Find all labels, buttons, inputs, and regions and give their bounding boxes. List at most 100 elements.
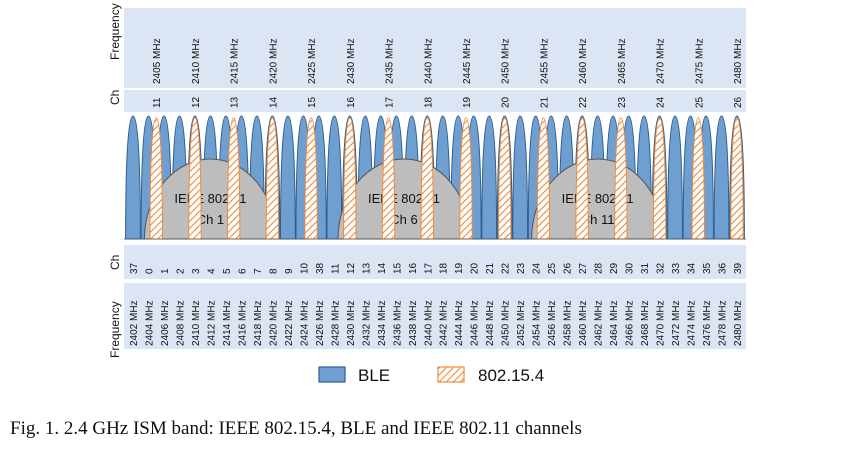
ble-frequency-label: 2456 MHz — [547, 300, 558, 346]
ble-channel-label: 37 — [129, 262, 140, 274]
ble-frequency-label: 2438 MHz — [408, 300, 419, 346]
ble-frequency-label: 2468 MHz — [640, 300, 651, 346]
ble-channel-label: 16 — [408, 262, 419, 274]
ble-frequency-label: 2424 MHz — [299, 300, 310, 346]
ble-frequency-label: 2448 MHz — [485, 300, 496, 346]
ble-frequency-label: 2464 MHz — [609, 300, 620, 346]
ble-channel-lobe — [279, 115, 296, 240]
zigbee-frequency-label: 2480 MHz — [733, 38, 744, 84]
zigbee-channel-label: 24 — [656, 96, 667, 108]
ble-channel-lobe — [326, 115, 343, 240]
ble-channel-label: 25 — [547, 262, 558, 274]
zigbee-frequency-label: 2430 MHz — [346, 38, 357, 84]
wifi-channel-number: Ch 6 — [390, 212, 417, 227]
ble-frequency-label: 2434 MHz — [377, 300, 388, 346]
zigbee-channel-lobe — [459, 117, 473, 240]
ble-frequency-label: 2460 MHz — [578, 300, 589, 346]
zigbee-channel-lobe — [343, 117, 357, 240]
ble-frequency-label: 2442 MHz — [439, 300, 450, 346]
ble-channel-label: 3 — [191, 268, 202, 274]
zigbee-channel-lobe — [304, 117, 318, 240]
ble-frequency-label: 2478 MHz — [718, 300, 729, 346]
ble-channel-label: 15 — [392, 262, 403, 274]
zigbee-channel-label: 21 — [539, 96, 550, 108]
zigbee-channel-label: 26 — [733, 96, 744, 108]
ble-channel-lobe — [125, 115, 141, 240]
ble-frequency-label: 2452 MHz — [516, 300, 527, 346]
zigbee-channel-lobe — [420, 117, 434, 240]
ble-channel-label: 24 — [532, 262, 543, 274]
ble-channel-label: 0 — [144, 268, 155, 274]
channel-diagram: Frequency Ch Ch Frequency 2405 MHz112410… — [108, 3, 746, 385]
bottom-frequency-axis-label: Frequency — [108, 301, 122, 358]
zigbee-frequency-label: 2435 MHz — [385, 38, 396, 84]
top-frequency-band — [124, 8, 746, 88]
ble-channel-label: 11 — [330, 263, 341, 274]
ble-frequency-label: 2418 MHz — [253, 300, 264, 346]
zigbee-frequency-label: 2450 MHz — [501, 38, 512, 84]
wifi-channel-number: Ch 11 — [581, 212, 615, 227]
zigbee-frequency-label: 2465 MHz — [617, 38, 628, 84]
ble-channel-label: 14 — [377, 262, 388, 274]
zigbee-channel-label: 15 — [307, 96, 318, 108]
zigbee-channel-lobe — [188, 117, 202, 240]
ble-frequency-label: 2432 MHz — [361, 300, 372, 346]
zigbee-channel-lobe — [614, 117, 628, 240]
ble-frequency-label: 2402 MHz — [129, 300, 140, 346]
zigbee-frequency-label: 2445 MHz — [462, 38, 473, 84]
ble-channel-label: 34 — [687, 262, 698, 274]
ble-channel-label: 19 — [454, 262, 465, 274]
zigbee-channel-lobe — [497, 117, 512, 240]
zigbee-channel-group — [149, 117, 744, 240]
zigbee-channel-lobe — [536, 117, 551, 240]
legend-zigbee-swatch — [437, 366, 465, 383]
ble-frequency-label: 2450 MHz — [501, 300, 512, 346]
zigbee-channel-lobe — [149, 117, 163, 240]
ble-channel-label: 10 — [299, 262, 310, 274]
ble-frequency-label: 2420 MHz — [268, 300, 279, 346]
ble-frequency-label: 2406 MHz — [160, 300, 171, 346]
ble-frequency-label: 2446 MHz — [470, 300, 481, 346]
zigbee-channel-lobe — [575, 117, 589, 240]
ble-frequency-label: 2414 MHz — [222, 300, 233, 346]
ble-channel-label: 27 — [578, 262, 589, 274]
ble-frequency-label: 2444 MHz — [454, 300, 465, 346]
zigbee-channel-label: 17 — [385, 96, 396, 108]
ble-frequency-label: 2404 MHz — [144, 300, 155, 346]
ble-channel-lobe — [512, 115, 529, 240]
zigbee-frequency-label: 2420 MHz — [268, 38, 279, 84]
ble-channel-label: 31 — [640, 262, 651, 274]
zigbee-channel-label: 19 — [462, 96, 473, 108]
top-channel-axis-label: Ch — [108, 90, 122, 105]
ble-channel-label: 26 — [563, 262, 574, 274]
ble-frequency-label: 2436 MHz — [392, 300, 403, 346]
ble-channel-lobe — [667, 115, 683, 240]
ble-channel-label: 5 — [222, 268, 233, 274]
zigbee-frequency-label: 2455 MHz — [539, 38, 550, 84]
ble-channel-label: 7 — [253, 268, 264, 274]
ble-frequency-label: 2458 MHz — [563, 300, 574, 346]
zigbee-channel-label: 12 — [191, 96, 202, 108]
legend-zigbee-label: 802.15.4 — [478, 366, 544, 385]
ble-channel-lobe — [713, 115, 730, 240]
legend-ble-swatch — [318, 366, 346, 383]
top-frequency-axis-label: Frequency — [108, 3, 122, 60]
ble-frequency-label: 2470 MHz — [656, 300, 667, 346]
top-channel-band — [124, 90, 746, 112]
ble-channel-label: 18 — [439, 262, 450, 274]
zigbee-channel-label: 18 — [423, 96, 434, 108]
zigbee-channel-lobe — [730, 117, 744, 240]
ble-frequency-label: 2410 MHz — [191, 300, 202, 346]
zigbee-frequency-label: 2460 MHz — [578, 38, 589, 84]
bottom-frequency-band — [124, 283, 746, 349]
ble-frequency-label: 2412 MHz — [206, 300, 217, 346]
zigbee-channel-lobe — [265, 117, 280, 240]
zigbee-label-group: 2405 MHz 11 2410 MHz 12 2415 MHz 13 2420 MHz 14… — [152, 38, 744, 108]
legend: BLE 802.15.4 — [318, 366, 544, 385]
ble-channel-label: 35 — [702, 262, 713, 274]
ble-frequency-label: 2440 MHz — [423, 300, 434, 346]
zigbee-channel-label: 25 — [694, 96, 705, 108]
ble-frequency-label: 2426 MHz — [315, 300, 326, 346]
zigbee-channel-label: 14 — [268, 96, 279, 108]
